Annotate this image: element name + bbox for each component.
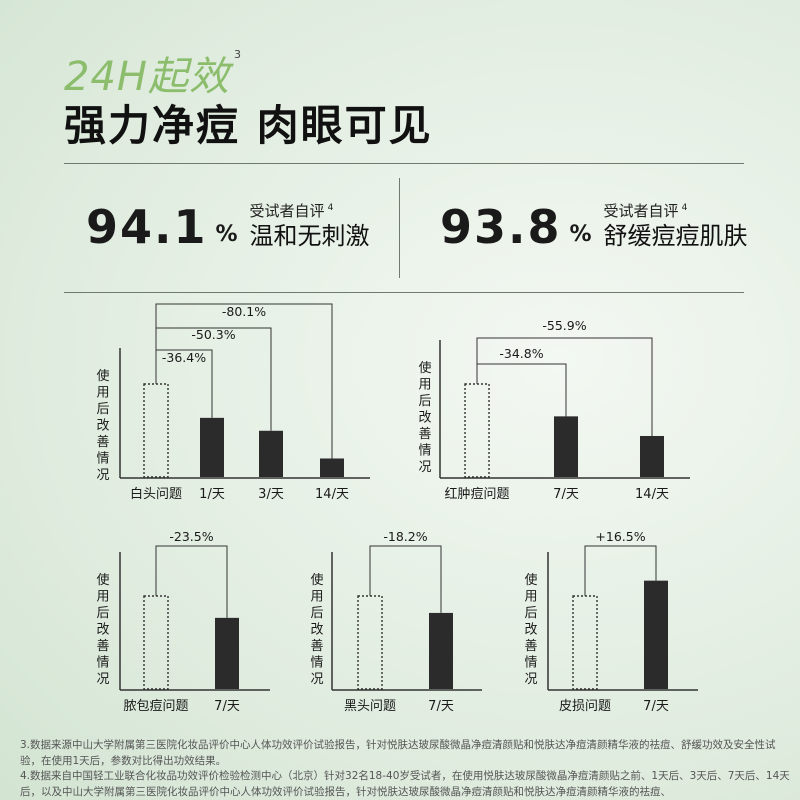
y-axis-label-char: 善 <box>524 638 537 654</box>
data-bar <box>320 458 344 477</box>
baseline-tick-label: 白头问题 <box>130 486 182 502</box>
baseline-bar <box>143 383 169 478</box>
y-axis-label-char: 用 <box>524 590 537 605</box>
baseline-bar <box>143 595 169 690</box>
y-axis-label-char: 况 <box>418 460 431 475</box>
y-axis-label-char: 后 <box>524 606 537 621</box>
y-axis-label-char: 用 <box>310 590 323 605</box>
x-tick-label: 1/天 <box>199 487 225 502</box>
data-bar <box>429 612 453 689</box>
stat-label: 温和无刺激 <box>249 222 370 250</box>
y-axis-label-char: 善 <box>418 426 431 442</box>
x-tick-label: 7/天 <box>553 487 579 502</box>
change-label: +16.5% <box>595 529 645 544</box>
x-tick-label: 7/天 <box>643 699 669 714</box>
data-bar <box>554 416 578 477</box>
data-bar <box>640 435 664 477</box>
baseline-tick-label: 脓包痘问题 <box>123 698 188 714</box>
baseline-tick-label: 皮损问题 <box>559 699 611 714</box>
y-axis-label-char: 改 <box>310 623 323 638</box>
baseline-bar <box>357 595 383 690</box>
y-axis-label-char: 改 <box>418 411 431 426</box>
footnote-3: 3.数据来源中山大学附属第三医院化妆品评价中心人体功效评价试验报告，针对悦肤达玻… <box>20 739 776 767</box>
y-axis-label-char: 用 <box>96 590 109 605</box>
footnotes: 3.数据来源中山大学附属第三医院化妆品评价中心人体功效评价试验报告，针对悦肤达玻… <box>20 738 790 800</box>
data-bar <box>215 617 239 689</box>
y-axis-label-char: 情 <box>96 452 109 467</box>
change-label: -18.2% <box>383 529 427 544</box>
x-tick-label: 7/天 <box>214 699 240 714</box>
data-bar <box>644 580 668 689</box>
data-bar <box>200 417 224 477</box>
change-bracket <box>155 303 333 459</box>
stat-source: 受试者自评 4 <box>249 202 334 220</box>
change-label: -50.3% <box>191 327 235 342</box>
change-bracket <box>369 545 442 613</box>
change-bracket <box>155 327 272 431</box>
baseline-tick-label: 黑头问题 <box>344 699 396 714</box>
stat-soothing: 93.8 % 受试者自评 4 舒缓痘痘肌肤 <box>440 198 748 251</box>
y-axis-label-char: 使 <box>524 572 537 588</box>
baseline-bar <box>464 383 490 478</box>
y-axis-label-char: 后 <box>310 606 323 621</box>
y-axis-label-char: 善 <box>96 434 109 450</box>
change-bracket <box>476 363 567 417</box>
y-axis-label-char: 情 <box>524 656 537 671</box>
stat-label: 舒缓痘痘肌肤 <box>603 222 748 250</box>
y-axis-label-char: 用 <box>418 378 431 393</box>
change-bracket <box>584 545 657 596</box>
stat-unit: % <box>215 222 238 247</box>
baseline-bar <box>572 595 598 690</box>
y-axis-label-char: 使 <box>418 360 431 376</box>
y-axis-label-char: 使 <box>96 368 109 384</box>
divider-bottom <box>64 292 744 293</box>
change-label: -23.5% <box>169 529 213 544</box>
y-axis-label-char: 改 <box>96 419 109 434</box>
y-axis-label-char: 况 <box>96 672 109 687</box>
stat-gentle: 94.1 % 受试者自评 4 温和无刺激 <box>86 198 370 251</box>
y-axis-label-char: 改 <box>96 623 109 638</box>
x-tick-label: 7/天 <box>428 699 454 714</box>
data-bar <box>259 430 283 477</box>
y-axis-label-char: 使 <box>96 572 109 588</box>
baseline-tick-label: 红肿痘问题 <box>444 486 509 502</box>
change-label: -34.8% <box>499 346 543 361</box>
y-axis-label-char: 改 <box>524 623 537 638</box>
y-axis-label-char: 情 <box>96 656 109 671</box>
y-axis-label-char: 善 <box>310 638 323 654</box>
divider-middle <box>399 178 400 278</box>
y-axis-label-char: 后 <box>418 394 431 409</box>
y-axis-label-char: 使 <box>310 572 323 588</box>
x-tick-label: 14/天 <box>315 487 349 502</box>
y-axis-label-char: 用 <box>96 386 109 401</box>
change-label: -36.4% <box>162 350 206 365</box>
y-axis-label-char: 情 <box>418 444 431 459</box>
x-tick-label: 14/天 <box>635 487 669 502</box>
y-axis-label-char: 后 <box>96 606 109 621</box>
change-label: -55.9% <box>542 318 586 333</box>
y-axis-label-char: 况 <box>96 468 109 483</box>
headline: 强力净痘 肉眼可见 <box>64 101 433 150</box>
footnote-ref: 3 <box>233 48 242 61</box>
x-tick-label: 3/天 <box>258 487 284 502</box>
change-label: -80.1% <box>222 304 266 319</box>
stat-source: 受试者自评 4 <box>603 202 688 220</box>
effect-tag: 24H起效 3 <box>64 48 242 100</box>
y-axis-label-char: 后 <box>96 402 109 417</box>
y-axis-label-char: 情 <box>310 656 323 671</box>
stat-unit: % <box>569 222 592 247</box>
divider-top <box>64 163 744 164</box>
y-axis-label-char: 况 <box>524 672 537 687</box>
footnote-4: 4.数据来自中国轻工业联合化妆品功效评价检验检测中心（北京）针对32名18-40… <box>20 770 790 798</box>
stat-value: 93.8 <box>440 200 562 254</box>
y-axis-label-char: 况 <box>310 672 323 687</box>
y-axis-label-char: 善 <box>96 638 109 654</box>
change-bracket <box>155 545 228 618</box>
stat-value: 94.1 <box>86 200 208 254</box>
change-bracket <box>476 337 653 436</box>
